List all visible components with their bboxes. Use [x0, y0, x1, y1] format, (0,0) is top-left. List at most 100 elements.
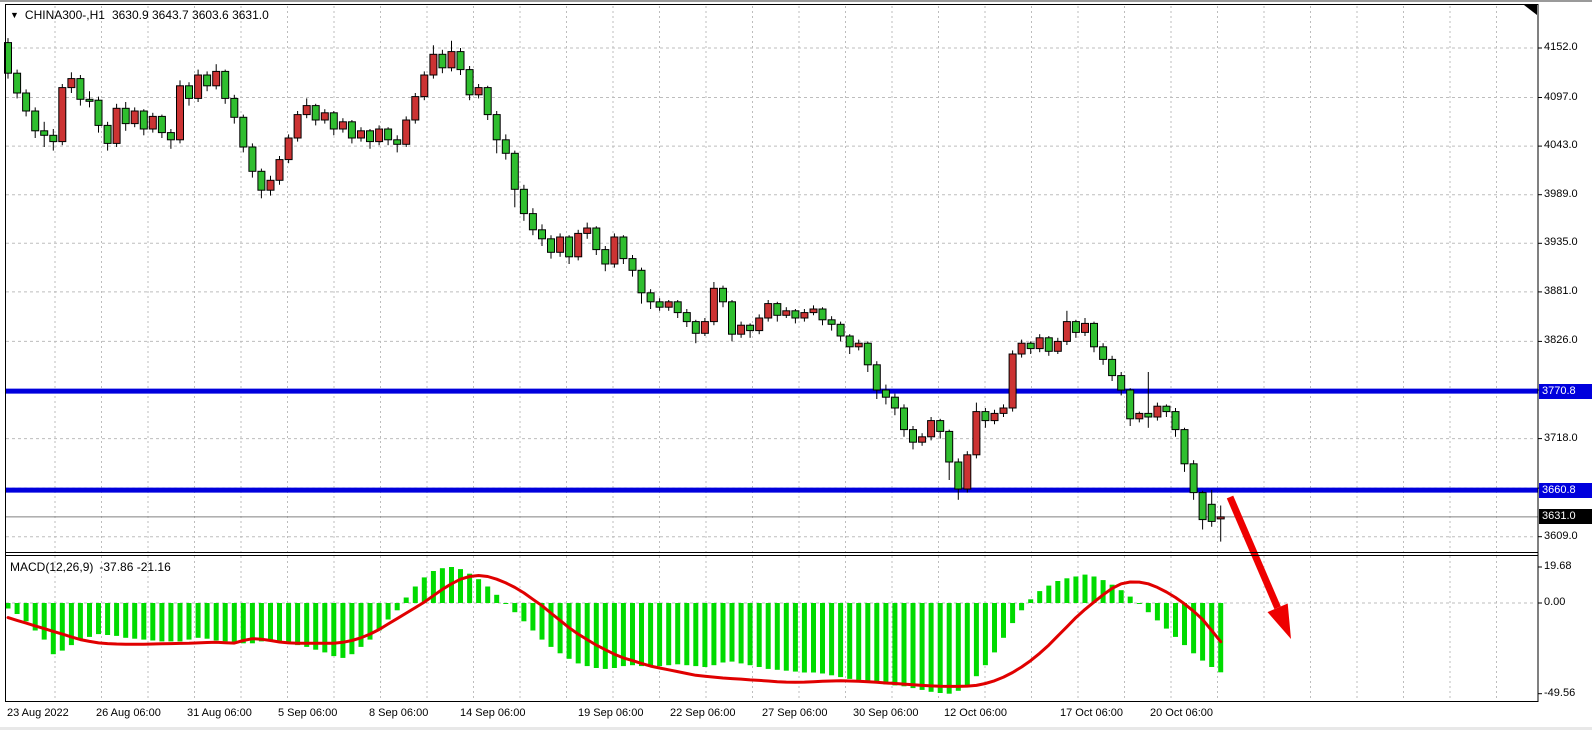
candle — [393, 139, 402, 145]
candle — [1108, 358, 1117, 377]
candle — [402, 119, 411, 145]
candle — [818, 308, 827, 321]
candle — [13, 72, 22, 94]
candle — [963, 454, 972, 490]
macd-axis-label: -49.56 — [1544, 686, 1576, 699]
candle — [1144, 412, 1153, 418]
price-axis-label: 3826.0 — [1544, 334, 1578, 347]
candle — [1126, 389, 1135, 420]
candle — [538, 229, 546, 240]
candle — [203, 74, 212, 87]
candle — [185, 85, 193, 99]
candle — [619, 236, 628, 260]
candle — [800, 312, 809, 319]
candles-layer — [4, 38, 1225, 542]
candle — [429, 53, 438, 76]
candle — [1090, 322, 1098, 348]
candle — [900, 407, 908, 431]
price-axis-label: 3989.0 — [1544, 187, 1578, 200]
candle — [49, 134, 58, 143]
candle — [999, 407, 1008, 414]
candle — [139, 110, 148, 130]
macd-axis-label: 0.00 — [1544, 596, 1566, 608]
candle — [366, 130, 374, 143]
symbol-dropdown-icon[interactable]: ▼ — [10, 10, 19, 20]
candle — [121, 107, 130, 125]
candle — [194, 74, 203, 99]
time-axis-label: 20 Oct 06:00 — [1150, 707, 1213, 719]
symbol-period-label: CHINA300-,H1 — [24, 8, 105, 22]
candle — [691, 321, 700, 334]
candle — [556, 236, 565, 253]
candle — [528, 213, 537, 231]
window-bottom-edge — [0, 727, 1592, 730]
candle — [40, 130, 49, 136]
window-top-edge — [0, 0, 1592, 2]
time-axis-label: 12 Oct 06:00 — [944, 707, 1007, 719]
candle — [31, 110, 40, 132]
price-axis-label: 4097.0 — [1544, 90, 1578, 103]
candle — [239, 116, 248, 148]
candle — [755, 317, 764, 332]
candle — [547, 238, 555, 253]
candle — [1117, 375, 1126, 391]
candle — [836, 323, 845, 337]
price-axis-label: 3609.0 — [1544, 529, 1578, 542]
candle — [85, 98, 94, 102]
time-axis-label: 31 Aug 06:00 — [187, 707, 252, 719]
candle — [474, 87, 483, 96]
candle — [610, 236, 619, 265]
time-axis-label: 14 Sep 06:00 — [460, 707, 526, 719]
candle — [166, 132, 175, 141]
candle — [719, 287, 727, 303]
candle — [357, 130, 365, 139]
time-axis-label: 8 Sep 06:00 — [369, 707, 429, 719]
candle — [157, 115, 166, 134]
candle — [709, 287, 718, 323]
candle — [601, 249, 610, 265]
candle — [1071, 321, 1080, 333]
candle — [746, 324, 755, 332]
candle — [827, 319, 836, 325]
candle — [221, 70, 230, 99]
candle — [384, 128, 393, 141]
candle — [465, 69, 474, 96]
down-arrow-annotation[interactable] — [1226, 495, 1291, 639]
chart-shift-marker — [1524, 5, 1537, 15]
time-axis-label: 22 Sep 06:00 — [670, 707, 736, 719]
time-axis-label: 19 Sep 06:00 — [578, 707, 644, 719]
candle — [972, 411, 981, 456]
candle — [1026, 342, 1035, 350]
candle — [990, 412, 999, 422]
candle — [1153, 405, 1162, 418]
level-price-tag: 3770.8 — [1539, 383, 1592, 399]
candle — [483, 87, 492, 116]
candle — [302, 105, 311, 116]
candle — [981, 411, 990, 422]
candle — [257, 170, 266, 191]
macd-name: MACD(12,26,9) — [10, 560, 94, 574]
candle — [954, 461, 963, 490]
candle — [655, 301, 664, 308]
candle — [447, 51, 456, 69]
candle — [148, 115, 157, 130]
candle — [583, 227, 592, 234]
candle — [438, 53, 447, 69]
candle — [1035, 337, 1044, 350]
price-axis-label: 3718.0 — [1544, 431, 1578, 444]
candle — [890, 396, 899, 409]
candle — [338, 121, 347, 130]
candle — [1135, 412, 1144, 420]
candle — [230, 97, 239, 118]
price-axis-label: 3881.0 — [1544, 284, 1578, 297]
candle — [1008, 353, 1017, 409]
candle — [854, 342, 863, 348]
candle — [872, 364, 881, 391]
candle — [275, 159, 284, 181]
candle — [918, 436, 927, 443]
candle — [329, 112, 338, 130]
candle — [728, 301, 736, 335]
candle — [1207, 503, 1216, 522]
